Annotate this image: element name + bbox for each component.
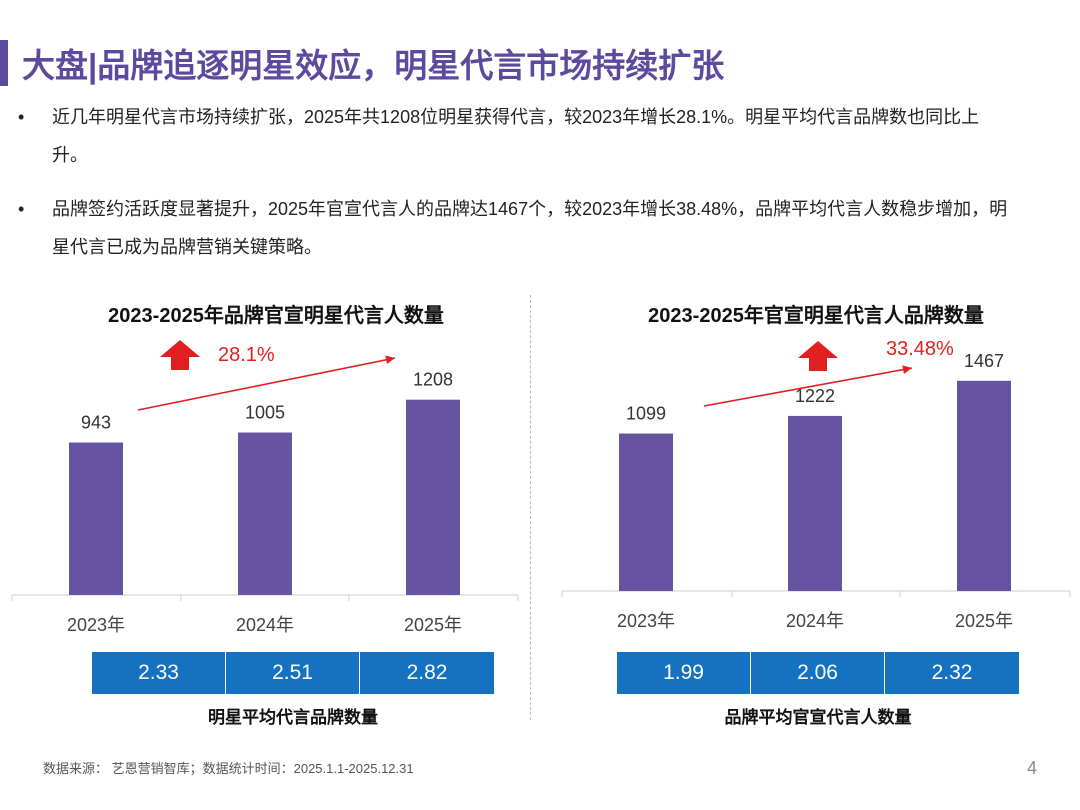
chart-title-2: 2023-2025年官宣明星代言人品牌数量 xyxy=(648,303,984,327)
bullet-2: • 品牌签约活跃度显著提升，2025年官宣代言人的品牌达1467个，较2023年… xyxy=(18,190,1008,266)
bar-1 xyxy=(238,432,292,595)
table-caption-left: 明星平均代言品牌数量 xyxy=(208,708,378,727)
avg-table-left: 2.33 2.51 2.82 xyxy=(92,652,494,694)
trend-line-2 xyxy=(703,367,913,407)
page-title: 大盘|品牌追逐明星效应，明星代言市场持续扩张 xyxy=(22,47,725,84)
growth-up-arrow-icon-1 xyxy=(160,340,200,370)
title-accent-bar xyxy=(0,40,8,86)
bar-1 xyxy=(406,399,460,595)
bar-2 xyxy=(788,415,842,591)
bar-2 xyxy=(619,433,673,591)
bullet-text-1: 近几年明星代言市场持续扩张，2025年共1208位明星获得代言，较2023年增长… xyxy=(52,107,980,165)
trend-arrowhead-1 xyxy=(385,355,395,365)
category-label-1: 2024年 xyxy=(236,615,294,635)
bar-value-label-2: 1467 xyxy=(964,351,1004,371)
category-label-1: 2023年 xyxy=(67,615,125,635)
bar-value-label-1: 1208 xyxy=(413,370,453,390)
bar-value-label-1: 943 xyxy=(81,413,111,433)
avg-cell: 2.82 xyxy=(360,652,494,694)
avg-cell: 2.32 xyxy=(885,652,1019,694)
category-label-2: 2025年 xyxy=(955,611,1013,631)
avg-cell: 2.51 xyxy=(226,652,360,694)
growth-up-arrow-icon-2 xyxy=(798,341,838,371)
table-caption-right: 品牌平均官宣代言人数量 xyxy=(724,708,912,727)
avg-cell: 1.99 xyxy=(617,652,751,694)
bullet-dot: • xyxy=(18,199,25,219)
trend-arrowhead-2 xyxy=(902,365,912,374)
growth-annotation-2: 33.48% xyxy=(886,338,954,360)
chart-title-1: 2023-2025年品牌官宣明星代言人数量 xyxy=(108,303,444,327)
bar-2 xyxy=(957,380,1011,591)
bullet-dot: • xyxy=(18,107,25,127)
chart-divider xyxy=(530,295,531,720)
bullet-text-2: 品牌签约活跃度显著提升，2025年官宣代言人的品牌达1467个，较2023年增长… xyxy=(52,199,1008,257)
bar-value-label-2: 1222 xyxy=(795,386,835,406)
growth-annotation-1: 28.1% xyxy=(218,344,275,366)
bar-value-label-1: 1005 xyxy=(245,403,285,423)
category-label-2: 2024年 xyxy=(786,611,844,631)
trend-line-1 xyxy=(137,357,396,411)
bar-1 xyxy=(69,442,123,595)
category-label-1: 2025年 xyxy=(404,615,462,635)
bar-value-label-2: 1099 xyxy=(626,404,666,424)
avg-table-right: 1.99 2.06 2.32 xyxy=(617,652,1019,694)
page-number: 4 xyxy=(1027,758,1038,778)
bullet-1: • 近几年明星代言市场持续扩张，2025年共1208位明星获得代言，较2023年… xyxy=(18,98,1008,174)
data-source: 数据来源： 艺恩营销智库；数据统计时间：2025.1.1-2025.12.31 xyxy=(43,761,414,776)
category-label-2: 2023年 xyxy=(617,611,675,631)
avg-cell: 2.33 xyxy=(92,652,226,694)
avg-cell: 2.06 xyxy=(751,652,885,694)
